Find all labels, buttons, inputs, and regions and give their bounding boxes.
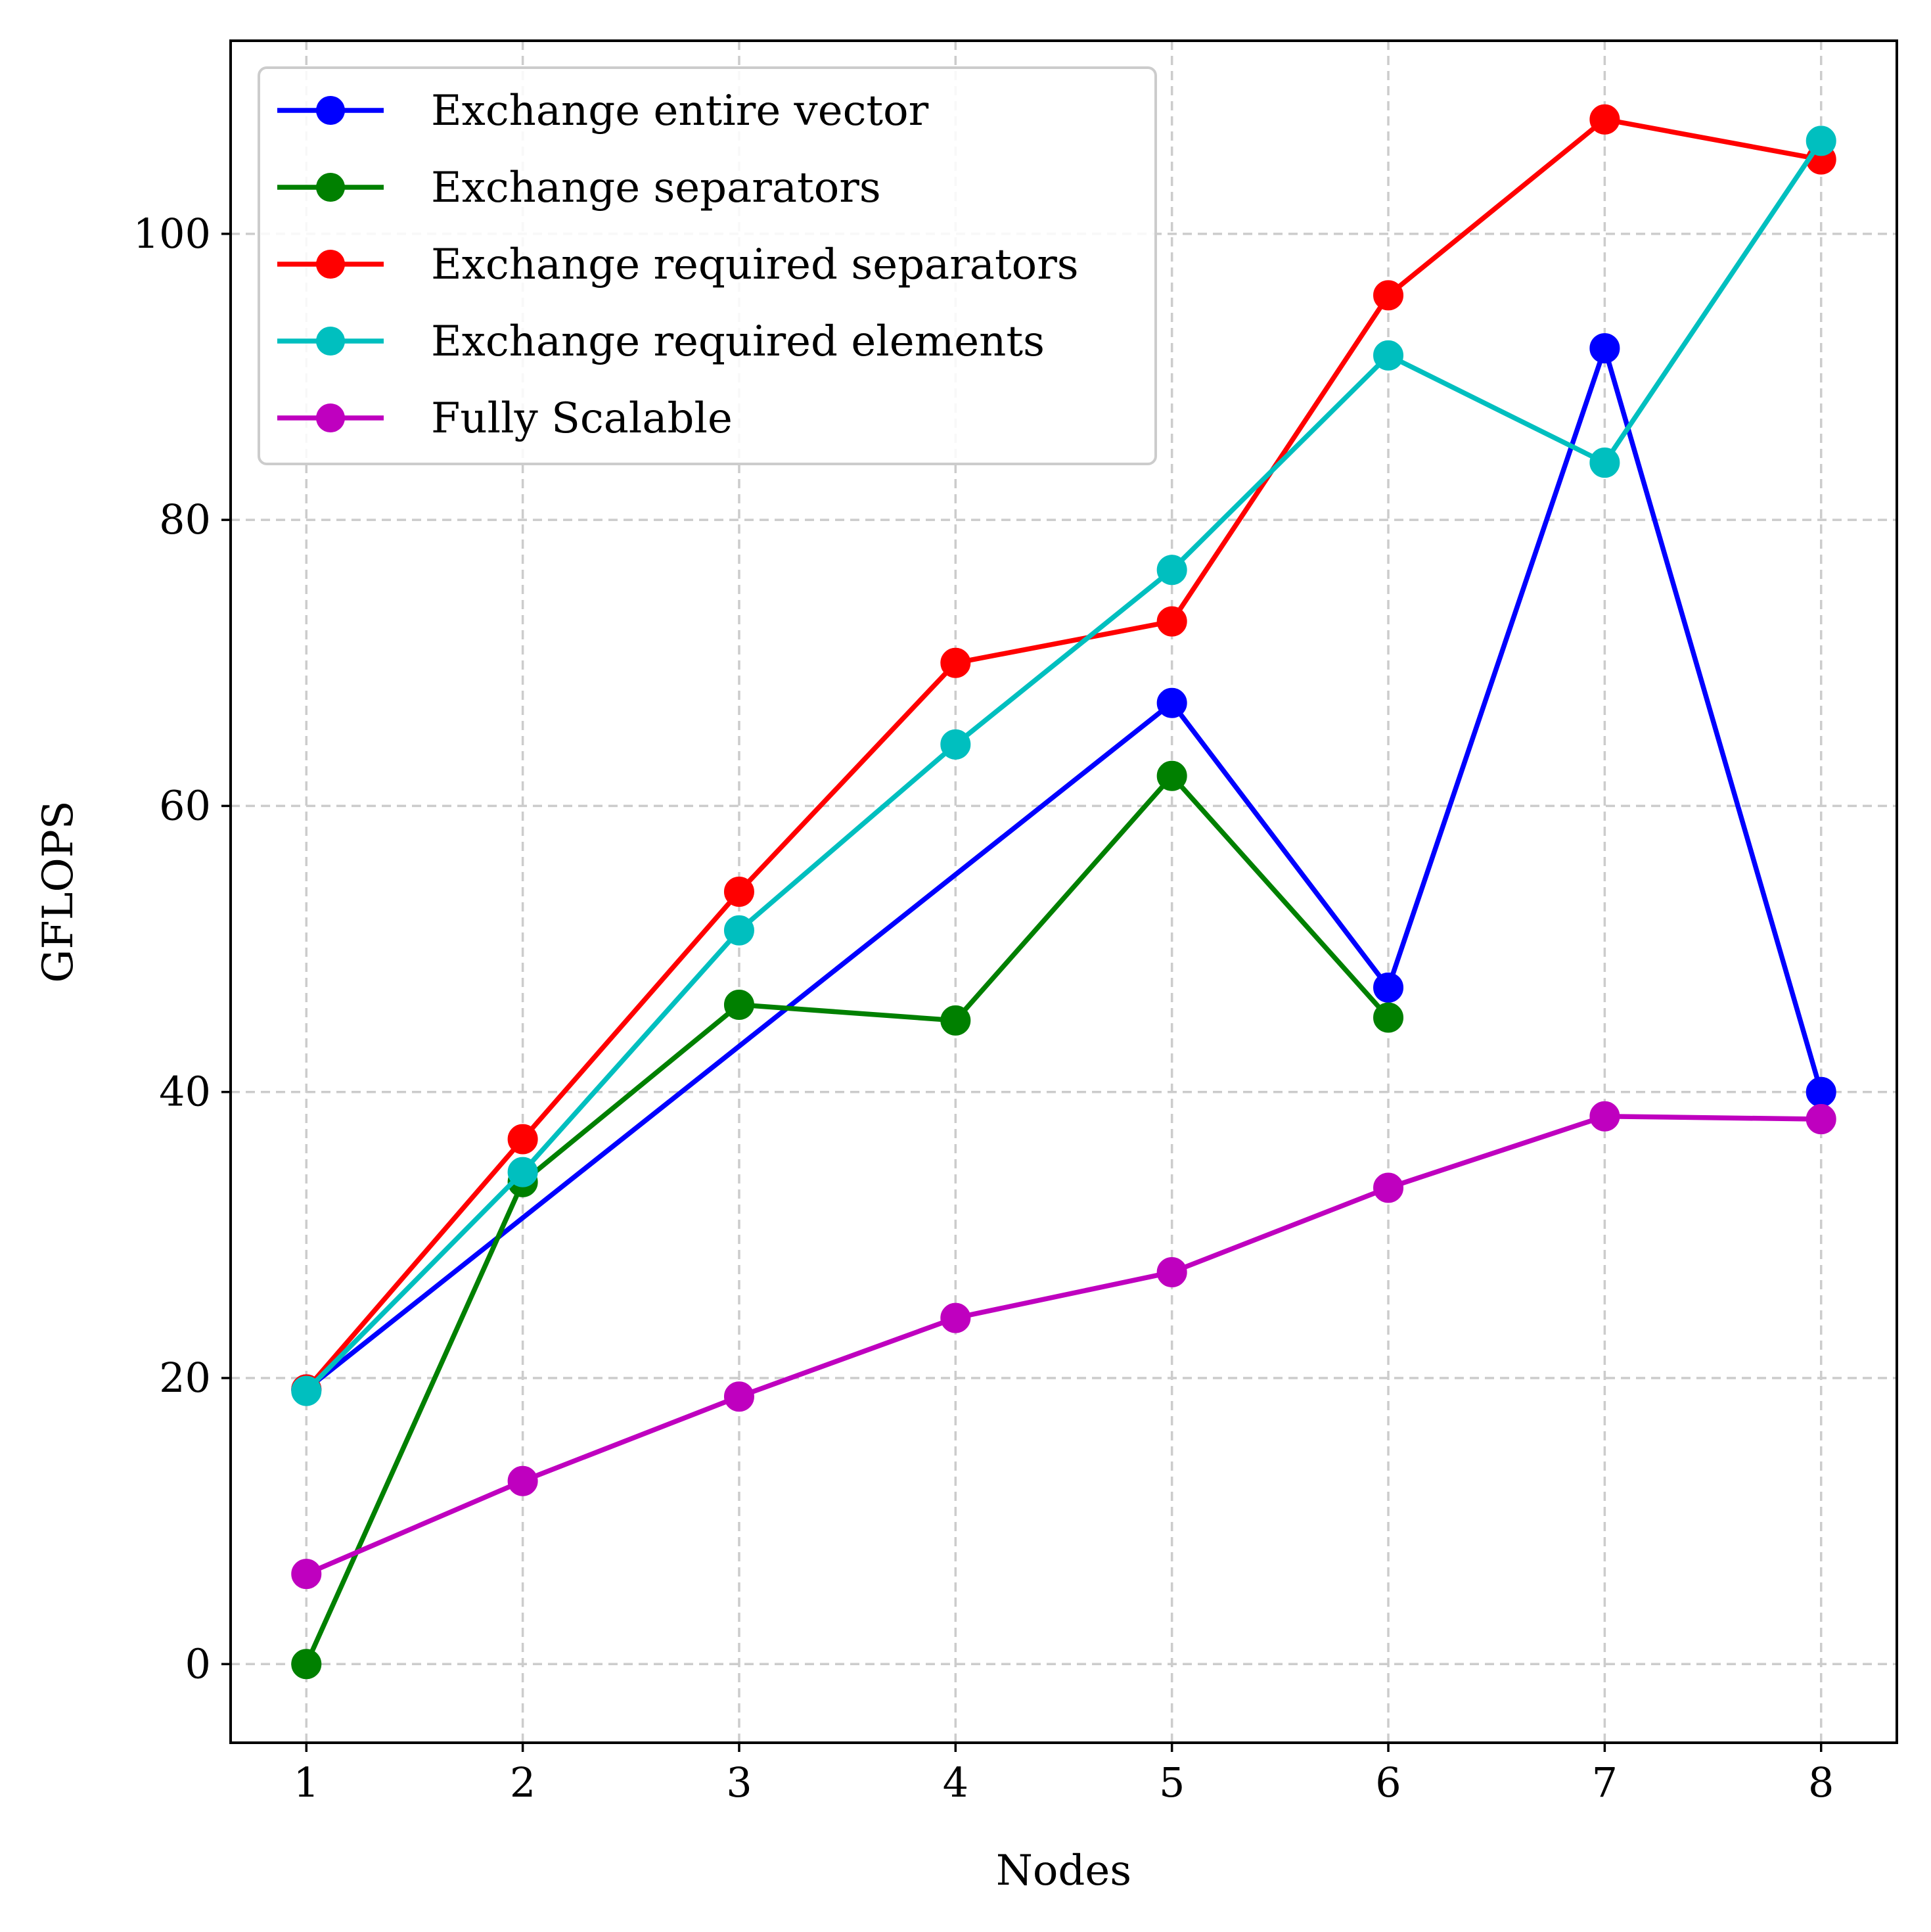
legend-marker	[316, 96, 345, 125]
y-tick-label: 60	[159, 781, 211, 829]
data-point	[1156, 606, 1187, 637]
x-tick-label: 5	[1159, 1759, 1185, 1806]
data-point	[1373, 1172, 1404, 1203]
legend-marker	[316, 173, 345, 202]
data-point	[1806, 126, 1836, 156]
legend-marker	[316, 250, 345, 279]
data-point	[1373, 972, 1404, 1003]
data-point	[291, 1559, 322, 1590]
data-point	[723, 915, 754, 946]
data-point	[1589, 1101, 1620, 1132]
legend-label: Exchange required separators	[431, 241, 1079, 289]
data-point	[723, 989, 754, 1020]
data-point	[1156, 760, 1187, 791]
x-tick-label: 7	[1592, 1759, 1618, 1806]
legend-label: Exchange separators	[431, 164, 881, 212]
legend: Exchange entire vector Exchange separator…	[258, 66, 1157, 465]
x-tick-label: 3	[726, 1759, 752, 1806]
data-point	[723, 1381, 754, 1412]
y-axis: 0 20 40 60 80 100	[133, 210, 231, 1688]
data-point	[1373, 340, 1404, 371]
y-tick-label: 100	[133, 210, 211, 258]
y-tick-label: 20	[159, 1354, 211, 1402]
legend-item: Exchange required separators	[277, 241, 1079, 289]
y-tick-label: 0	[185, 1640, 211, 1688]
data-point	[940, 1005, 971, 1036]
series-4	[291, 126, 1836, 1406]
data-point	[507, 1124, 538, 1155]
series-layer	[291, 104, 1836, 1680]
series-line	[303, 1113, 1824, 1578]
series-line	[303, 773, 1392, 1668]
data-point	[723, 877, 754, 907]
data-point	[940, 1302, 971, 1333]
y-tick-label: 80	[159, 495, 211, 543]
legend-item: Exchange required elements	[277, 317, 1045, 366]
data-point	[1589, 448, 1620, 478]
data-point	[940, 647, 971, 678]
data-point	[1373, 1002, 1404, 1033]
data-point	[1589, 333, 1620, 363]
data-point	[507, 1465, 538, 1496]
x-tick-label: 2	[510, 1759, 535, 1806]
legend-label: Exchange entire vector	[431, 87, 929, 135]
data-point	[1589, 104, 1620, 135]
legend-item: Exchange entire vector	[277, 87, 929, 135]
data-point	[1156, 555, 1187, 586]
y-tick-label: 40	[159, 1068, 211, 1116]
legend-label: Exchange required elements	[431, 317, 1045, 366]
x-tick-label: 6	[1375, 1759, 1401, 1806]
x-tick-label: 8	[1808, 1759, 1834, 1806]
legend-marker	[316, 403, 345, 432]
data-point	[1806, 1076, 1836, 1107]
data-point	[291, 1649, 322, 1680]
legend-label: Fully Scalable	[431, 394, 733, 443]
data-point	[1806, 1104, 1836, 1135]
data-point	[940, 729, 971, 760]
x-tick-label: 4	[943, 1759, 968, 1806]
x-axis-label: Nodes	[996, 1847, 1131, 1895]
data-point	[1156, 1256, 1187, 1287]
series-line	[302, 137, 1825, 1394]
legend-marker	[316, 327, 345, 356]
data-point	[291, 1375, 322, 1406]
x-axis: 1 2 3 4 5 6 7 8	[294, 1743, 1834, 1806]
data-point	[507, 1157, 538, 1187]
legend-box	[258, 66, 1157, 465]
legend-item: Exchange separators	[277, 164, 881, 212]
series-5	[291, 1101, 1836, 1590]
legend-item: Fully Scalable	[277, 394, 733, 443]
series-line	[302, 116, 1825, 1393]
x-tick-label: 1	[294, 1759, 319, 1806]
data-point	[1156, 687, 1187, 718]
plot-frame	[229, 39, 1898, 1744]
y-axis-label: GFLOPS	[34, 800, 83, 982]
data-point	[1373, 280, 1404, 311]
